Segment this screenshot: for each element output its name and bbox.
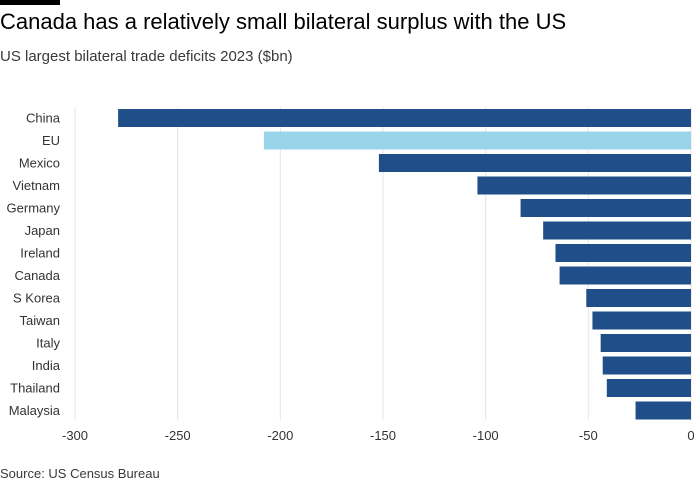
bar-italy xyxy=(600,334,691,352)
bar-japan xyxy=(543,221,691,240)
bar-canada xyxy=(559,266,691,285)
bar-vietnam xyxy=(477,176,691,195)
x-tick-label: 0 xyxy=(687,428,694,443)
category-label: Japan xyxy=(25,223,60,238)
category-label: India xyxy=(32,358,61,373)
bar-malaysia xyxy=(635,401,691,420)
bar-china xyxy=(118,109,692,127)
x-tick-label: -300 xyxy=(62,428,88,443)
bar-layer xyxy=(118,109,692,420)
x-tick-label: -250 xyxy=(165,428,191,443)
x-tick-label: -200 xyxy=(267,428,293,443)
bar-ireland xyxy=(555,244,691,262)
category-label: Malaysia xyxy=(9,403,61,418)
category-label: Ireland xyxy=(20,246,60,261)
chart-title: Canada has a relatively small bilateral … xyxy=(0,9,567,34)
bar-thailand xyxy=(606,379,691,397)
category-label: Italy xyxy=(36,336,60,351)
bar-s-korea xyxy=(586,289,691,307)
category-labels: China EU Mexico Vietnam Germany Japan Ireland C… xyxy=(7,111,61,419)
bar-germany xyxy=(520,199,691,217)
header-rule xyxy=(0,0,60,5)
category-label: Taiwan xyxy=(20,313,60,328)
bar-india xyxy=(602,356,691,375)
bar-taiwan xyxy=(592,311,691,330)
x-tick-label: -50 xyxy=(579,428,598,443)
category-label: Mexico xyxy=(19,156,60,171)
x-axis-ticks: -300 -250 -200 -150 -100 -50 0 xyxy=(62,428,695,443)
source-note: Source: US Census Bureau xyxy=(0,466,160,481)
x-tick-label: -150 xyxy=(370,428,396,443)
category-label: Germany xyxy=(7,201,61,216)
bar-eu xyxy=(263,131,691,150)
category-label: Thailand xyxy=(10,381,60,396)
category-label: S Korea xyxy=(13,291,61,306)
chart-subtitle: US largest bilateral trade deficits 2023… xyxy=(0,48,293,65)
grid-layer xyxy=(74,107,692,420)
category-label: EU xyxy=(42,133,60,148)
bar-mexico xyxy=(378,154,691,172)
x-tick-label: -100 xyxy=(473,428,499,443)
category-label: Vietnam xyxy=(13,178,60,193)
category-label: China xyxy=(26,111,61,126)
category-label: Canada xyxy=(14,268,60,283)
